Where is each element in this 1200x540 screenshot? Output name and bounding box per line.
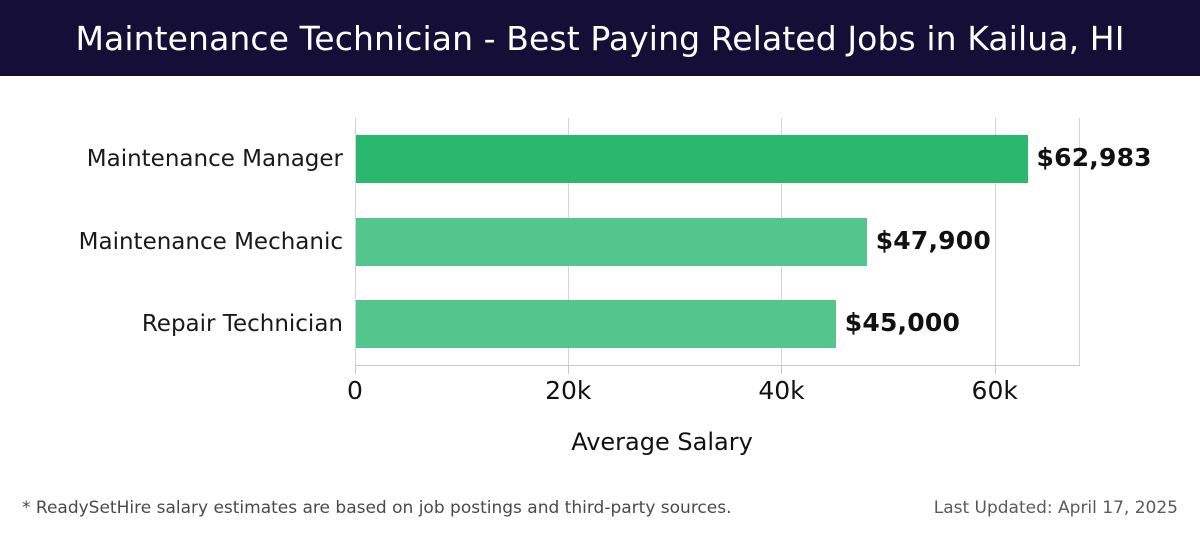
x-axis-tick-label: 40k [758, 376, 805, 405]
gridline [355, 118, 356, 365]
bar-value-label: $62,983 [1036, 143, 1152, 173]
x-axis-tick-mark [994, 365, 996, 374]
chart-footer: * ReadySetHire salary estimates are base… [0, 480, 1200, 540]
x-axis-tick-mark [781, 365, 783, 374]
x-axis-line [355, 365, 1080, 366]
footer-last-updated: Last Updated: April 17, 2025 [933, 498, 1178, 518]
y-axis-labels: Maintenance Manager Maintenance Mechanic… [0, 76, 343, 480]
x-axis-tick-mark [355, 365, 356, 374]
x-axis-tick-label: 20k [545, 376, 592, 405]
x-axis-title-text: Average Salary [571, 428, 753, 456]
gridline [994, 118, 996, 365]
gridline [1079, 118, 1080, 365]
bar[interactable] [356, 217, 867, 266]
plot-area [355, 118, 1080, 365]
chart-canvas: Maintenance Manager Maintenance Mechanic… [0, 76, 1200, 480]
chart-header: Maintenance Technician - Best Paying Rel… [0, 0, 1200, 76]
y-axis-tick-label: Repair Technician [141, 310, 343, 337]
bar-value-label: $45,000 [844, 307, 961, 337]
x-axis-tick-mark [568, 365, 570, 374]
footer-disclaimer: * ReadySetHire salary estimates are base… [22, 498, 732, 518]
bar[interactable] [356, 135, 1028, 184]
x-axis-tick-label: 60k [971, 376, 1018, 405]
x-axis-title: Average Salary [0, 428, 1200, 456]
bar-value-label: $47,900 [875, 225, 991, 255]
x-axis-tick-label: 0 [347, 376, 363, 405]
y-axis-tick-label: Maintenance Manager [86, 146, 343, 173]
y-axis-tick-label: Maintenance Mechanic [78, 228, 343, 255]
bar[interactable] [356, 299, 836, 348]
page-title: Maintenance Technician - Best Paying Rel… [75, 18, 1125, 58]
